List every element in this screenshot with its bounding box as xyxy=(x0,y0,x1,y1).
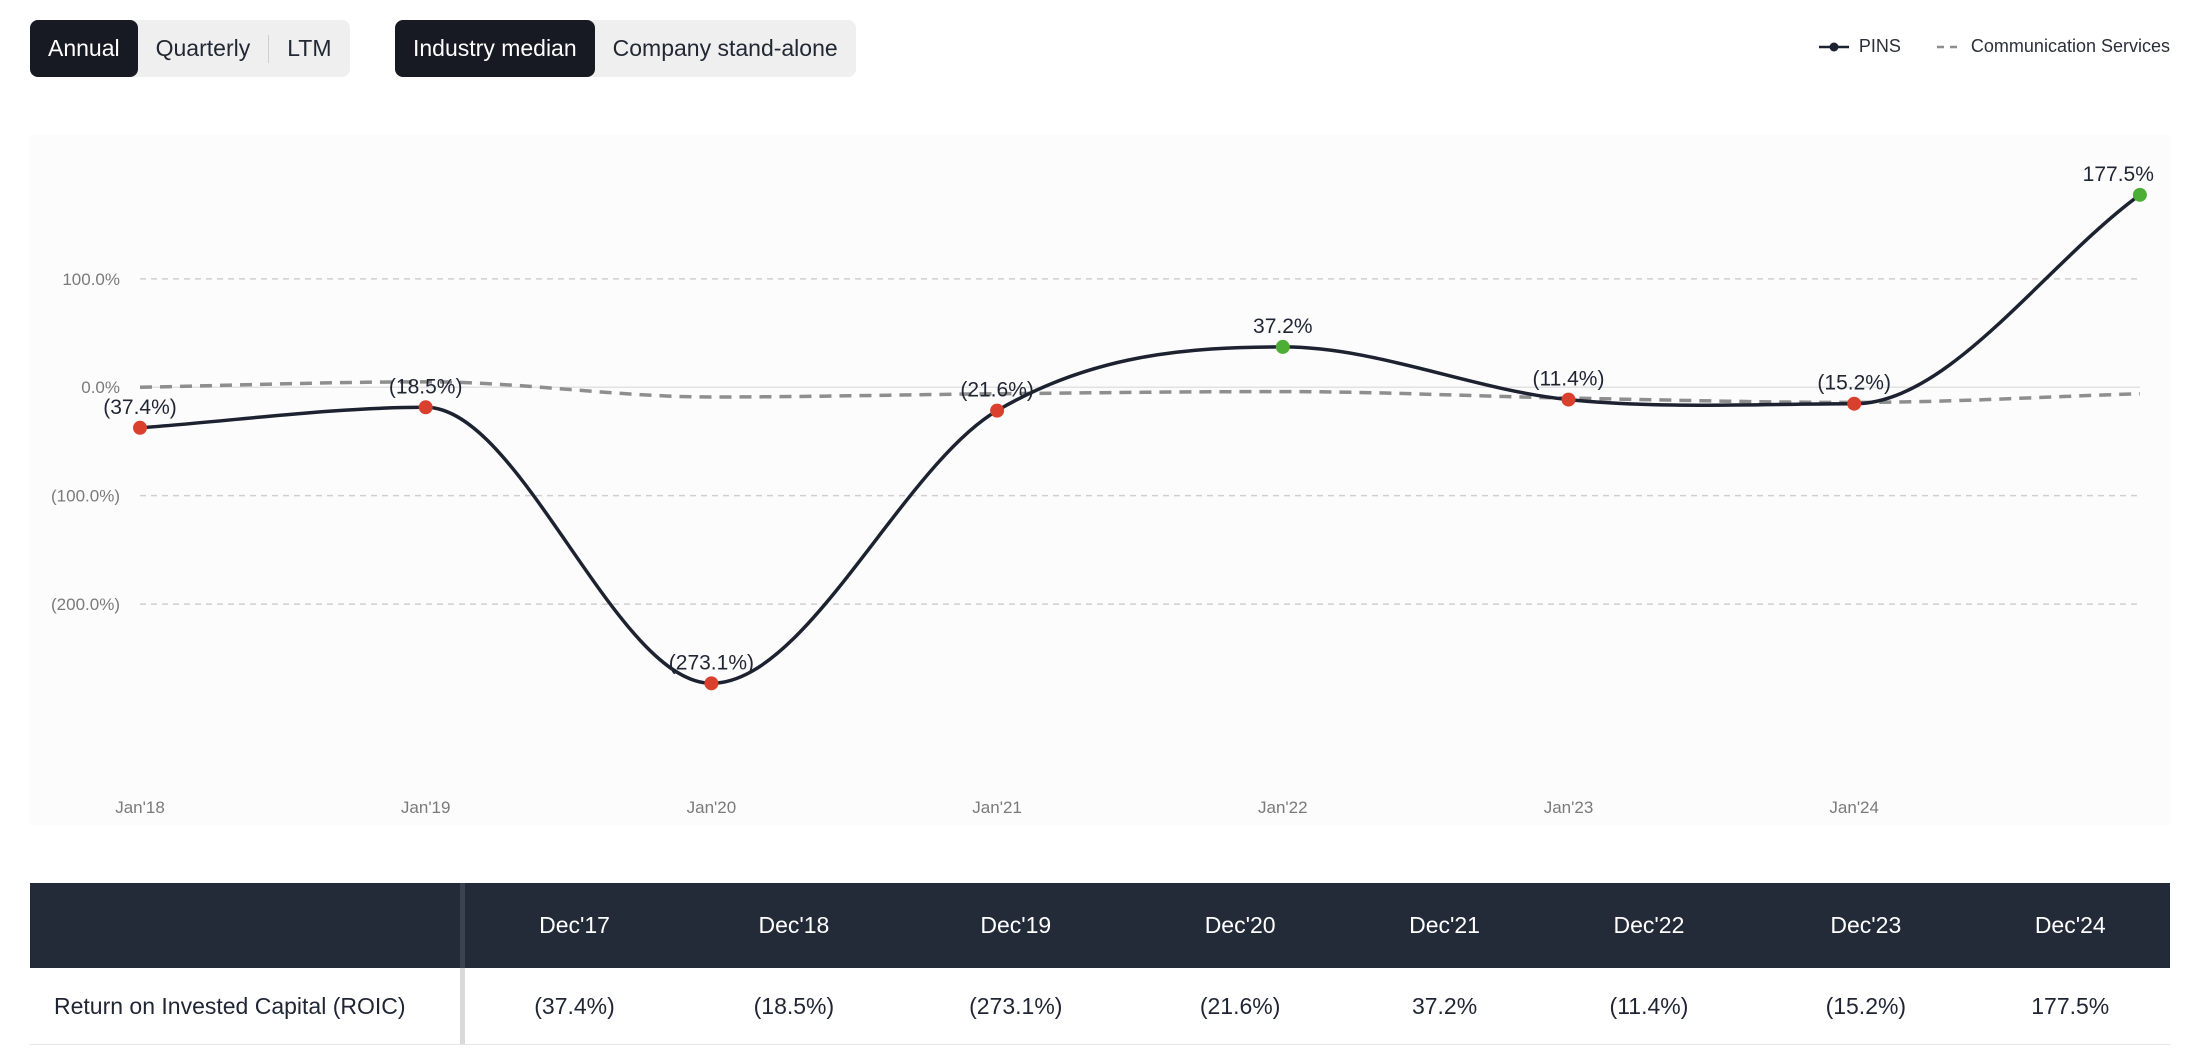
column-header: Dec'17 xyxy=(539,912,610,938)
data-label: 177.5% xyxy=(2083,163,2154,186)
legend-item-industry[interactable]: Communication Services xyxy=(1936,36,2170,57)
y-tick-label: (200.0%) xyxy=(51,595,120,614)
data-label: 37.2% xyxy=(1253,315,1313,338)
company-stand-alone-button[interactable]: Company stand-alone xyxy=(612,35,838,61)
pins-line xyxy=(139,193,2141,686)
data-label: (15.2%) xyxy=(1817,372,1891,395)
table-cell: (21.6%) xyxy=(1199,992,1281,1019)
solid-line-marker-icon xyxy=(1818,42,1849,51)
table-cell: (15.2%) xyxy=(1825,992,1907,1019)
table-cell: 37.2% xyxy=(1411,992,1478,1019)
data-label: (21.6%) xyxy=(960,379,1034,402)
data-label: (37.4%) xyxy=(103,396,177,419)
industry-median-line xyxy=(139,380,2140,405)
annual-button[interactable]: Annual xyxy=(30,20,138,77)
comparison-toggle: Industry median Company stand-alone xyxy=(395,20,856,77)
x-tick-label: Jan'24 xyxy=(1829,798,1879,817)
y-tick-label: 0.0% xyxy=(81,378,120,397)
column-header: Dec'19 xyxy=(980,912,1052,938)
table-row: Return on Invested Capital (ROIC) (37.4%… xyxy=(30,968,2170,1045)
data-label: (273.1%) xyxy=(669,651,754,674)
x-tick-label: Jan'20 xyxy=(687,798,737,817)
table-header: Dec'17 Dec'18 Dec'19 Dec'20 Dec'21 Dec'22 Dec'… xyxy=(30,883,2170,968)
data-point xyxy=(133,420,147,435)
chart-legend: PINS Communication Services xyxy=(1783,36,2170,57)
toggle-divider xyxy=(268,34,270,63)
ltm-button[interactable]: LTM xyxy=(287,35,332,61)
table-corner xyxy=(30,883,465,968)
legend-label-pins: PINS xyxy=(1858,36,1901,56)
data-label: (11.4%) xyxy=(1533,368,1605,391)
x-tick-label: Jan'21 xyxy=(972,798,1022,817)
data-label: (18.5%) xyxy=(389,375,463,398)
dashed-line-icon xyxy=(1936,45,1961,48)
table-cell: 177.5% xyxy=(2031,992,2110,1019)
data-point xyxy=(418,400,433,415)
data-point xyxy=(1847,396,1862,411)
x-tick-label: Jan'18 xyxy=(115,798,165,817)
data-point xyxy=(990,403,1005,418)
table-cell: (18.5%) xyxy=(753,992,835,1019)
x-tick-label: Jan'22 xyxy=(1258,798,1308,817)
y-tick-label: 100.0% xyxy=(62,270,120,289)
plot-background xyxy=(30,135,2170,825)
y-tick-label: (100.0%) xyxy=(51,487,120,506)
table-cell: (37.4%) xyxy=(534,992,615,1019)
column-header: Dec'20 xyxy=(1204,912,1276,938)
table-cell: (273.1%) xyxy=(969,992,1063,1019)
column-header: Dec'22 xyxy=(1613,912,1685,938)
quarterly-button[interactable]: Quarterly xyxy=(155,35,251,61)
roic-table: Dec'17 Dec'18 Dec'19 Dec'20 Dec'21 Dec'22 Dec'… xyxy=(30,883,2170,1045)
row-label: Return on Invested Capital (ROIC) xyxy=(30,968,465,1044)
data-point xyxy=(704,676,719,691)
legend-label-industry: Communication Services xyxy=(1970,36,2170,56)
data-point xyxy=(2132,187,2147,202)
column-header: Dec'23 xyxy=(1830,912,1902,938)
data-point xyxy=(1275,339,1290,354)
x-tick-label: Jan'23 xyxy=(1544,798,1594,817)
roic-line-chart: 100.0% 0.0% (100.0%) (200.0%) Jan'18 Jan'19 Ja… xyxy=(30,135,2170,825)
x-tick-label: Jan'19 xyxy=(401,798,451,817)
column-header: Dec'21 xyxy=(1409,912,1480,938)
table-cell: (11.4%) xyxy=(1609,992,1689,1019)
industry-median-button[interactable]: Industry median xyxy=(395,20,595,77)
column-header: Dec'18 xyxy=(758,912,830,938)
column-header: Dec'24 xyxy=(2034,912,2106,938)
data-point xyxy=(1561,392,1576,407)
period-toggle: Annual Quarterly LTM xyxy=(30,20,350,77)
legend-item-pins[interactable]: PINS xyxy=(1818,36,1901,57)
